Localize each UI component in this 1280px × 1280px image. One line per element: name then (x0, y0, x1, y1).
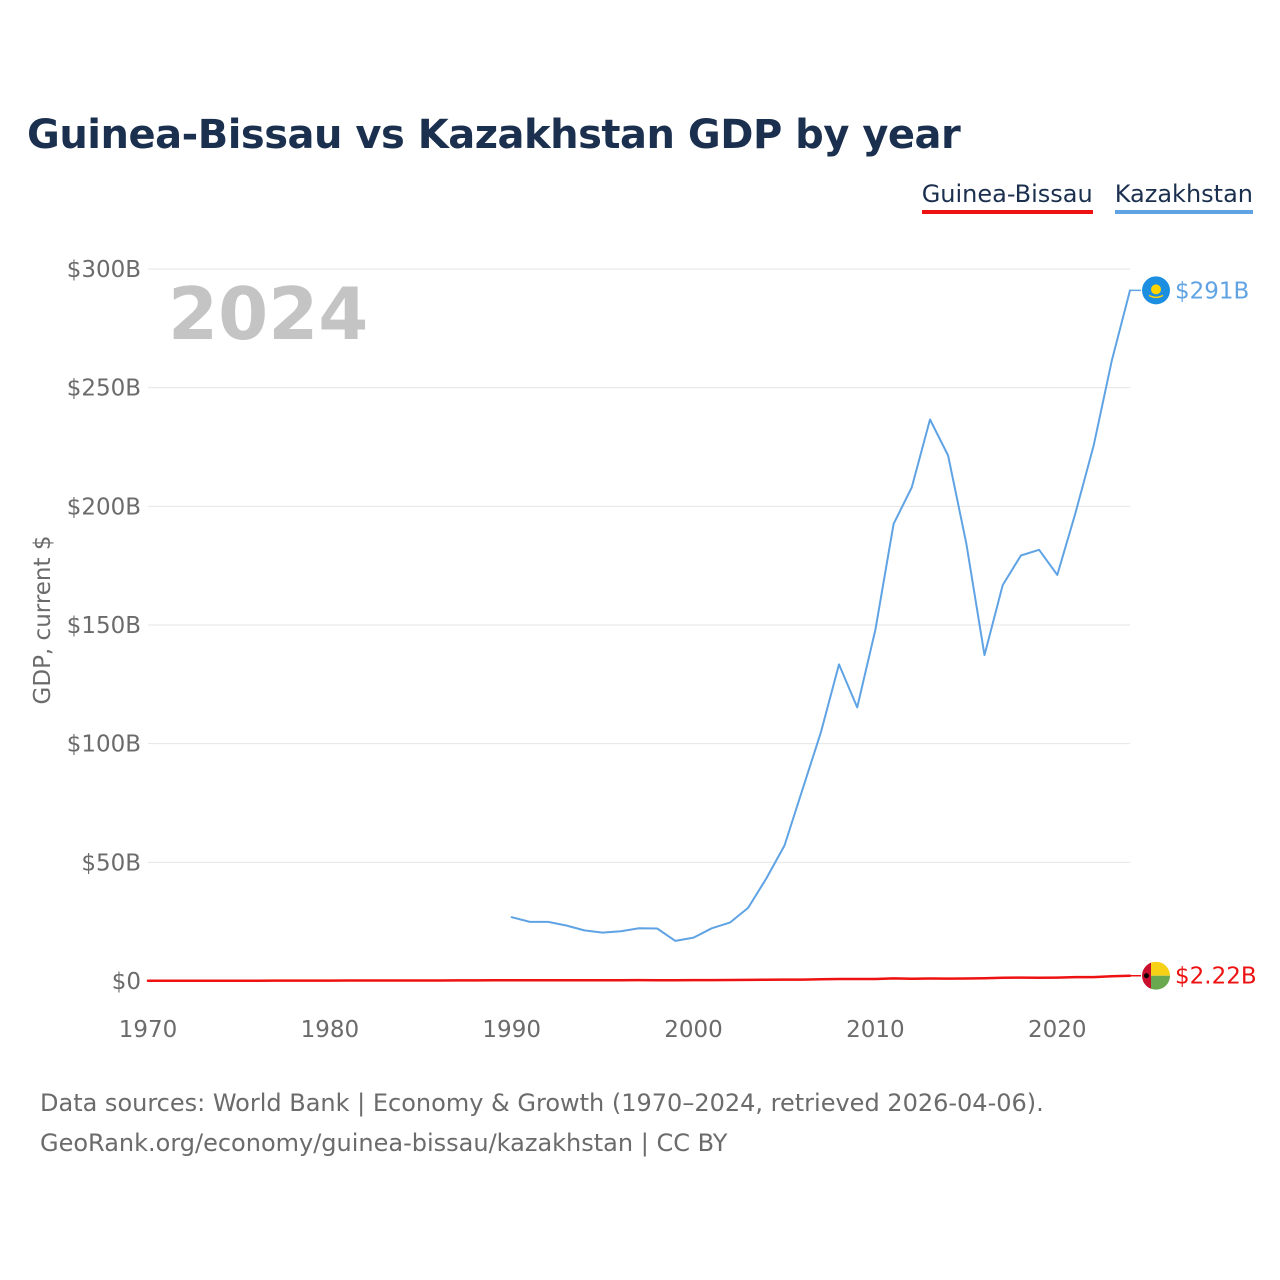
x-tick-label: 2010 (846, 1017, 905, 1043)
x-tick-label: 1980 (301, 1017, 360, 1043)
guinea-bissau-flag-icon (1142, 961, 1170, 990)
end-value-label: $291B (1175, 278, 1249, 304)
chart-legend: Guinea-Bissau Kazakhstan (921, 180, 1253, 214)
y-tick-label: $100B (67, 732, 141, 758)
year-watermark: 2024 (168, 272, 368, 356)
y-tick-label: $200B (67, 494, 141, 520)
x-tick-label: 2020 (1028, 1017, 1087, 1043)
flag-yellow (1151, 961, 1170, 976)
x-tick-label: 1970 (119, 1017, 178, 1043)
series-line-guinea-bissau[interactable] (146, 974, 1132, 983)
y-axis: $0 $50B $100B $150B $200B $250B $300B (67, 257, 141, 995)
x-tick-label: 1990 (482, 1017, 541, 1043)
series (146, 289, 1132, 983)
source-notes: Data sources: World Bank | Economy & Gro… (40, 1083, 1044, 1163)
legend-item-guinea-bissau[interactable]: Guinea-Bissau (921, 180, 1093, 214)
flag-fields (1142, 961, 1170, 990)
kazakhstan-flag-icon (1142, 276, 1170, 305)
legend-item-kazakhstan[interactable]: Kazakhstan (1114, 180, 1253, 214)
y-tick-label: $150B (67, 613, 141, 639)
flag-sun (1151, 284, 1161, 295)
credit-line[interactable]: GeoRank.org/economy/guinea-bissau/kazakh… (40, 1129, 728, 1157)
y-tick-label: $250B (67, 376, 141, 402)
flag-star (1144, 973, 1149, 979)
gridlines (148, 268, 1130, 863)
end-value-label: $2.22B (1175, 964, 1257, 990)
y-tick-label: $300B (67, 257, 141, 283)
source-line: Data sources: World Bank | Economy & Gro… (40, 1089, 1044, 1117)
flag-green (1151, 975, 1170, 990)
y-tick-label: $50B (81, 850, 141, 876)
series-line-kazakhstan[interactable] (510, 289, 1131, 942)
chart-title: Guinea-Bissau vs Kazakhstan GDP by year (27, 112, 961, 158)
x-axis: 1970 1980 1990 2000 2010 2020 (119, 1017, 1087, 1043)
end-labels: $2.22B $291B (1130, 276, 1257, 990)
flag-eagle (1148, 294, 1164, 299)
y-axis-label: GDP, current $ (30, 536, 56, 705)
x-tick-label: 2000 (664, 1017, 723, 1043)
y-tick-label: $0 (112, 969, 141, 995)
